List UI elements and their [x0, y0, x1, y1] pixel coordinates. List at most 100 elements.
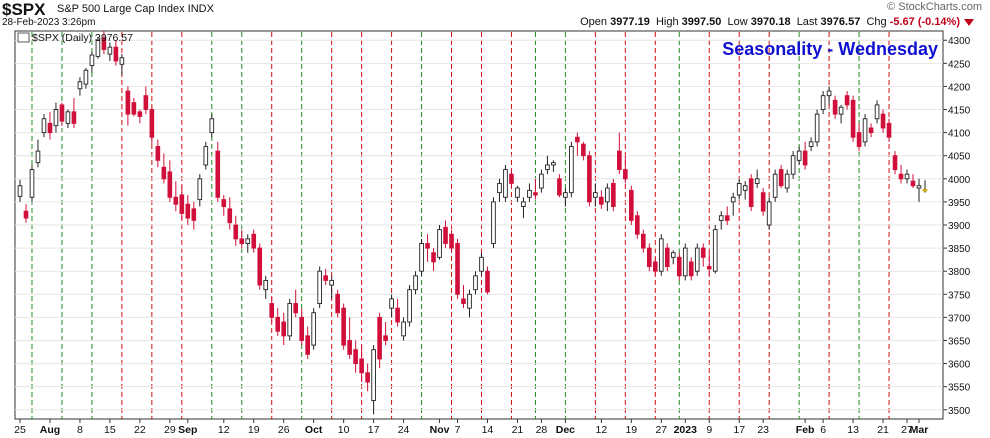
candle	[461, 285, 466, 309]
candle	[563, 188, 568, 207]
y-tick-label: 4150	[948, 106, 971, 117]
candle-body	[377, 316, 382, 360]
candle-body	[305, 335, 310, 355]
timestamp: 28-Feb-2023 3:26pm	[2, 17, 96, 28]
y-tick-label: 4050	[948, 152, 971, 163]
candle	[155, 139, 161, 168]
candle-body	[718, 215, 724, 221]
symbol: $SPX	[2, 0, 46, 19]
candle	[700, 243, 706, 267]
candle-body	[850, 99, 856, 138]
candle-body	[736, 182, 742, 196]
x-tick-label: 24	[398, 424, 410, 436]
candle-body	[323, 275, 328, 281]
candle	[107, 42, 113, 62]
candle	[251, 229, 257, 253]
candle-body	[299, 316, 304, 341]
candle	[545, 155, 550, 175]
candle-body	[862, 118, 868, 143]
candle-body	[293, 303, 299, 314]
candle	[341, 303, 346, 350]
candle-body	[527, 189, 532, 198]
y-tick-label: 3550	[948, 383, 971, 394]
candle-body	[581, 143, 586, 157]
chart-header: $SPX S&P 500 Large Cap Index INDX 28-Feb…	[0, 0, 990, 30]
candle	[521, 197, 526, 219]
candle-body	[605, 187, 610, 203]
candle-body	[844, 95, 850, 106]
candle-body	[706, 266, 712, 270]
candle	[664, 243, 670, 272]
open-label: Open	[580, 16, 608, 28]
candle	[431, 248, 436, 272]
candle	[293, 289, 299, 318]
candle-body	[467, 293, 472, 309]
candle-body	[281, 321, 287, 337]
candle	[682, 243, 688, 281]
candle-body	[341, 307, 346, 346]
x-tick-label: 6	[820, 424, 826, 436]
candle-body	[766, 201, 772, 226]
candle	[113, 40, 119, 66]
candle-body	[203, 146, 209, 166]
candle	[599, 190, 604, 209]
candle-body	[311, 312, 316, 346]
low-label: Low	[727, 16, 748, 28]
candle	[904, 169, 910, 184]
candle-body	[329, 279, 334, 286]
x-tick-label: 19	[625, 424, 637, 436]
candle	[359, 345, 364, 383]
candle-body	[916, 185, 922, 189]
candle-body	[784, 173, 790, 189]
candle-body	[191, 208, 197, 221]
candle-body	[658, 238, 664, 272]
candle	[605, 183, 610, 212]
candle-body	[682, 247, 688, 277]
x-tick-label: Dec	[556, 424, 575, 436]
candle	[868, 123, 874, 138]
candle-body	[551, 162, 556, 166]
candle	[329, 275, 334, 299]
candle-body	[497, 182, 502, 194]
candle-body	[167, 171, 173, 198]
candle-body	[47, 122, 53, 134]
candle	[335, 289, 340, 318]
candle-body	[17, 185, 23, 197]
candle-body	[245, 238, 251, 244]
horizontal-grid	[15, 39, 943, 411]
candle	[629, 185, 634, 225]
y-tick-label: 3500	[948, 406, 971, 417]
legend-label: $SPX (Daily) 3976.57	[32, 32, 133, 44]
candle	[509, 169, 514, 189]
candle-body	[742, 185, 748, 191]
candle-body	[233, 224, 239, 240]
x-tick-label: 13	[847, 424, 859, 436]
candle	[191, 201, 197, 230]
candle-body	[359, 358, 364, 374]
candle	[443, 220, 448, 249]
candle	[281, 312, 287, 346]
candle-body	[886, 122, 892, 138]
candle-body	[185, 203, 191, 219]
candle-body	[107, 46, 113, 55]
candle	[748, 174, 754, 212]
candle-body	[521, 201, 526, 207]
candle	[575, 132, 580, 156]
candle	[730, 192, 736, 216]
x-axis: 25 Aug 8 15 22 29 Sep 12 19 26 Oct 10 17 24 Nov 7 14 21 28…	[14, 419, 928, 436]
x-tick-label: 17	[368, 424, 380, 436]
y-tick-label: 3950	[948, 198, 971, 209]
candle-body	[557, 178, 562, 196]
candle-body	[599, 196, 604, 205]
x-tick-label: 27	[655, 424, 667, 436]
candle	[371, 345, 376, 415]
candle	[23, 204, 29, 223]
candle	[766, 197, 772, 230]
candle	[35, 139, 41, 168]
candle-body	[209, 118, 215, 134]
candle	[742, 181, 748, 200]
candle	[569, 141, 574, 198]
candle	[551, 160, 556, 172]
candle	[233, 215, 239, 246]
